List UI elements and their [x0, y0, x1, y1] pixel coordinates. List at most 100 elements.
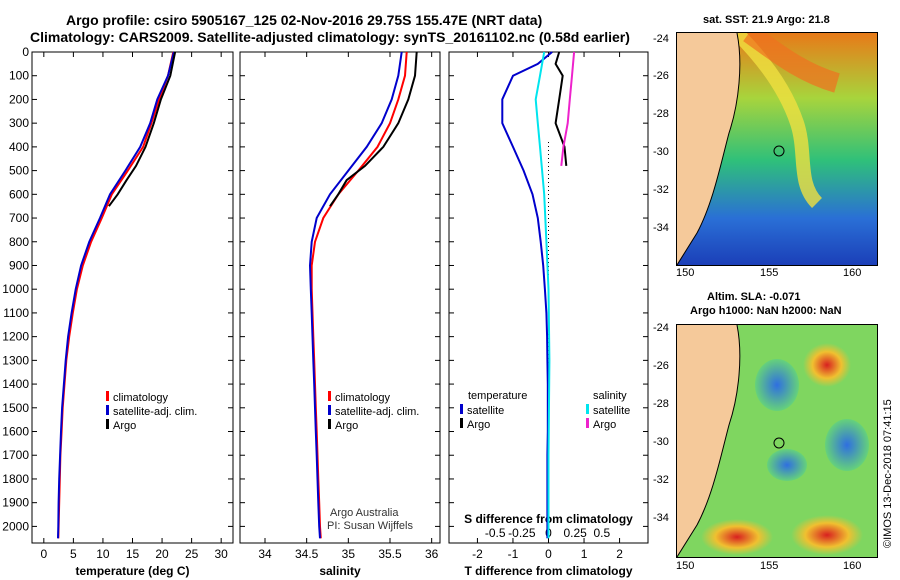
series-line-argo — [108, 51, 177, 207]
sla-lon-tick: 160 — [843, 560, 862, 572]
legend-swatch-red — [328, 391, 331, 401]
series-line-argo — [329, 51, 418, 207]
x-tick-label: 20 — [155, 547, 169, 561]
legend-diff-temp-argo-label: Argo — [467, 419, 491, 431]
sla-map — [676, 324, 878, 558]
sst-lat-tick: -32 — [653, 184, 669, 196]
legend-diff-temperature-title: temperature — [468, 390, 528, 402]
x-tick-label: 15 — [126, 547, 140, 561]
series-line-satellite-adj-clim- — [308, 51, 403, 539]
y-tick-label: 300 — [9, 116, 29, 130]
legend-swatch-blue — [328, 405, 331, 415]
sst-lat-tick: -34 — [653, 222, 669, 234]
y-tick-label: 900 — [9, 258, 29, 272]
legend-diff-sal-satellite: satellite — [586, 404, 630, 417]
x-axis-label: T difference from climatology — [464, 564, 632, 578]
y-tick-label: 1600 — [2, 425, 29, 439]
series-line-temperature-argo — [554, 51, 568, 166]
y-tick-label: 1200 — [2, 330, 29, 344]
secondary-x-tick-label: -0.25 — [508, 526, 536, 540]
legend-swatch-black — [328, 419, 331, 429]
sst-map-title: sat. SST: 21.9 Argo: 21.8 — [703, 14, 830, 26]
y-tick-label: 1000 — [2, 282, 29, 296]
legend-sal-satellite-label: satellite-adj. clim. — [335, 406, 420, 418]
legend-diff-salinity-title: salinity — [593, 390, 627, 402]
series-line-salinity-argo — [560, 51, 576, 167]
legend-diff-temp-argo: Argo — [460, 418, 490, 431]
sst-lon-tick: 150 — [676, 267, 695, 279]
secondary-x-tick-label: 0.25 — [563, 526, 587, 540]
series-line-temperature-satellite — [501, 51, 553, 539]
sla-map-image — [677, 325, 877, 557]
sst-lat-tick: -24 — [653, 33, 669, 45]
y-tick-label: 1900 — [2, 496, 29, 510]
legend-sal-climatology-label: climatology — [335, 392, 391, 404]
y-tick-label: 800 — [9, 235, 29, 249]
legend-swatch-blue — [460, 404, 463, 414]
x-tick-label: 0 — [545, 547, 552, 561]
x-tick-label: -1 — [508, 547, 519, 561]
legend-diff-sal-argo-label: Argo — [593, 419, 617, 431]
x-tick-label: 34 — [258, 547, 272, 561]
sst-lat-tick: -28 — [653, 108, 669, 120]
legend-sal-argo: Argo — [328, 419, 358, 432]
legend-temp-argo-label: Argo — [113, 420, 137, 432]
sla-map-title-line1: Altim. SLA: -0.071 — [707, 291, 801, 303]
y-tick-label: 1500 — [2, 401, 29, 415]
sst-map-image — [677, 33, 877, 265]
series-line-salinity-satellite — [534, 51, 551, 539]
y-tick-label: 1100 — [3, 306, 29, 320]
sla-lat-tick: -28 — [653, 398, 669, 410]
plot-frame — [31, 51, 234, 544]
y-tick-label: 1700 — [2, 448, 29, 462]
legend-swatch-magenta — [586, 418, 589, 428]
sla-map-title-line2: Argo h1000: NaN h2000: NaN — [690, 305, 842, 317]
imos-watermark: ©IMOS 13-Dec-2018 07:41:15 — [882, 399, 894, 548]
plot-frame — [239, 51, 441, 544]
x-tick-label: 34.5 — [295, 547, 319, 561]
y-tick-label: 2000 — [2, 519, 29, 533]
legend-temp-argo: Argo — [106, 419, 136, 432]
y-tick-label: 700 — [9, 211, 29, 225]
x-tick-label: 36 — [425, 547, 439, 561]
y-tick-label: 600 — [9, 187, 29, 201]
sla-lon-tick: 150 — [676, 560, 695, 572]
x-tick-label: 35.5 — [378, 547, 402, 561]
legend-diff-temp-satellite: satellite — [460, 404, 504, 417]
y-tick-label: 1300 — [2, 353, 29, 367]
attribution-line2: PI: Susan Wijffels — [327, 520, 413, 532]
y-tick-label: 400 — [9, 140, 29, 154]
legend-swatch-blue — [106, 405, 109, 415]
x-tick-label: 10 — [96, 547, 110, 561]
x-tick-label: 2 — [616, 547, 623, 561]
secondary-x-tick-label: 0.5 — [593, 526, 610, 540]
legend-sal-satellite: satellite-adj. clim. — [328, 405, 419, 418]
sla-lat-tick: -26 — [653, 360, 669, 372]
y-tick-label: 0 — [22, 45, 29, 59]
x-tick-label: 5 — [70, 547, 77, 561]
legend-temp-climatology: climatology — [106, 391, 168, 404]
legend-swatch-black — [106, 419, 109, 429]
legend-diff-temp-satellite-label: satellite — [467, 405, 505, 417]
x-tick-label: -2 — [472, 547, 483, 561]
sst-lat-tick: -26 — [653, 70, 669, 82]
legend-swatch-red — [106, 391, 109, 401]
legend-swatch-cyan — [586, 404, 589, 414]
legend-diff-sal-argo: Argo — [586, 418, 616, 431]
attribution-line1: Argo Australia — [330, 507, 399, 519]
sst-lat-tick: -30 — [653, 146, 669, 158]
x-tick-label: 30 — [214, 547, 228, 561]
x-tick-label: 0 — [40, 547, 47, 561]
sla-lat-tick: -34 — [653, 512, 669, 524]
legend-temp-satellite: satellite-adj. clim. — [106, 405, 197, 418]
x-axis-label: temperature (deg C) — [75, 564, 189, 578]
x-tick-label: 25 — [185, 547, 199, 561]
legend-sal-argo-label: Argo — [335, 420, 359, 432]
legend-swatch-black — [460, 418, 463, 428]
secondary-x-tick-label: -0.5 — [485, 526, 506, 540]
legend-diff-sal-satellite-label: satellite — [593, 405, 631, 417]
sst-lon-tick: 155 — [760, 267, 779, 279]
legend-temp-satellite-label: satellite-adj. clim. — [113, 406, 198, 418]
figure-title-line2: Climatology: CARS2009. Satellite-adjuste… — [30, 29, 630, 45]
